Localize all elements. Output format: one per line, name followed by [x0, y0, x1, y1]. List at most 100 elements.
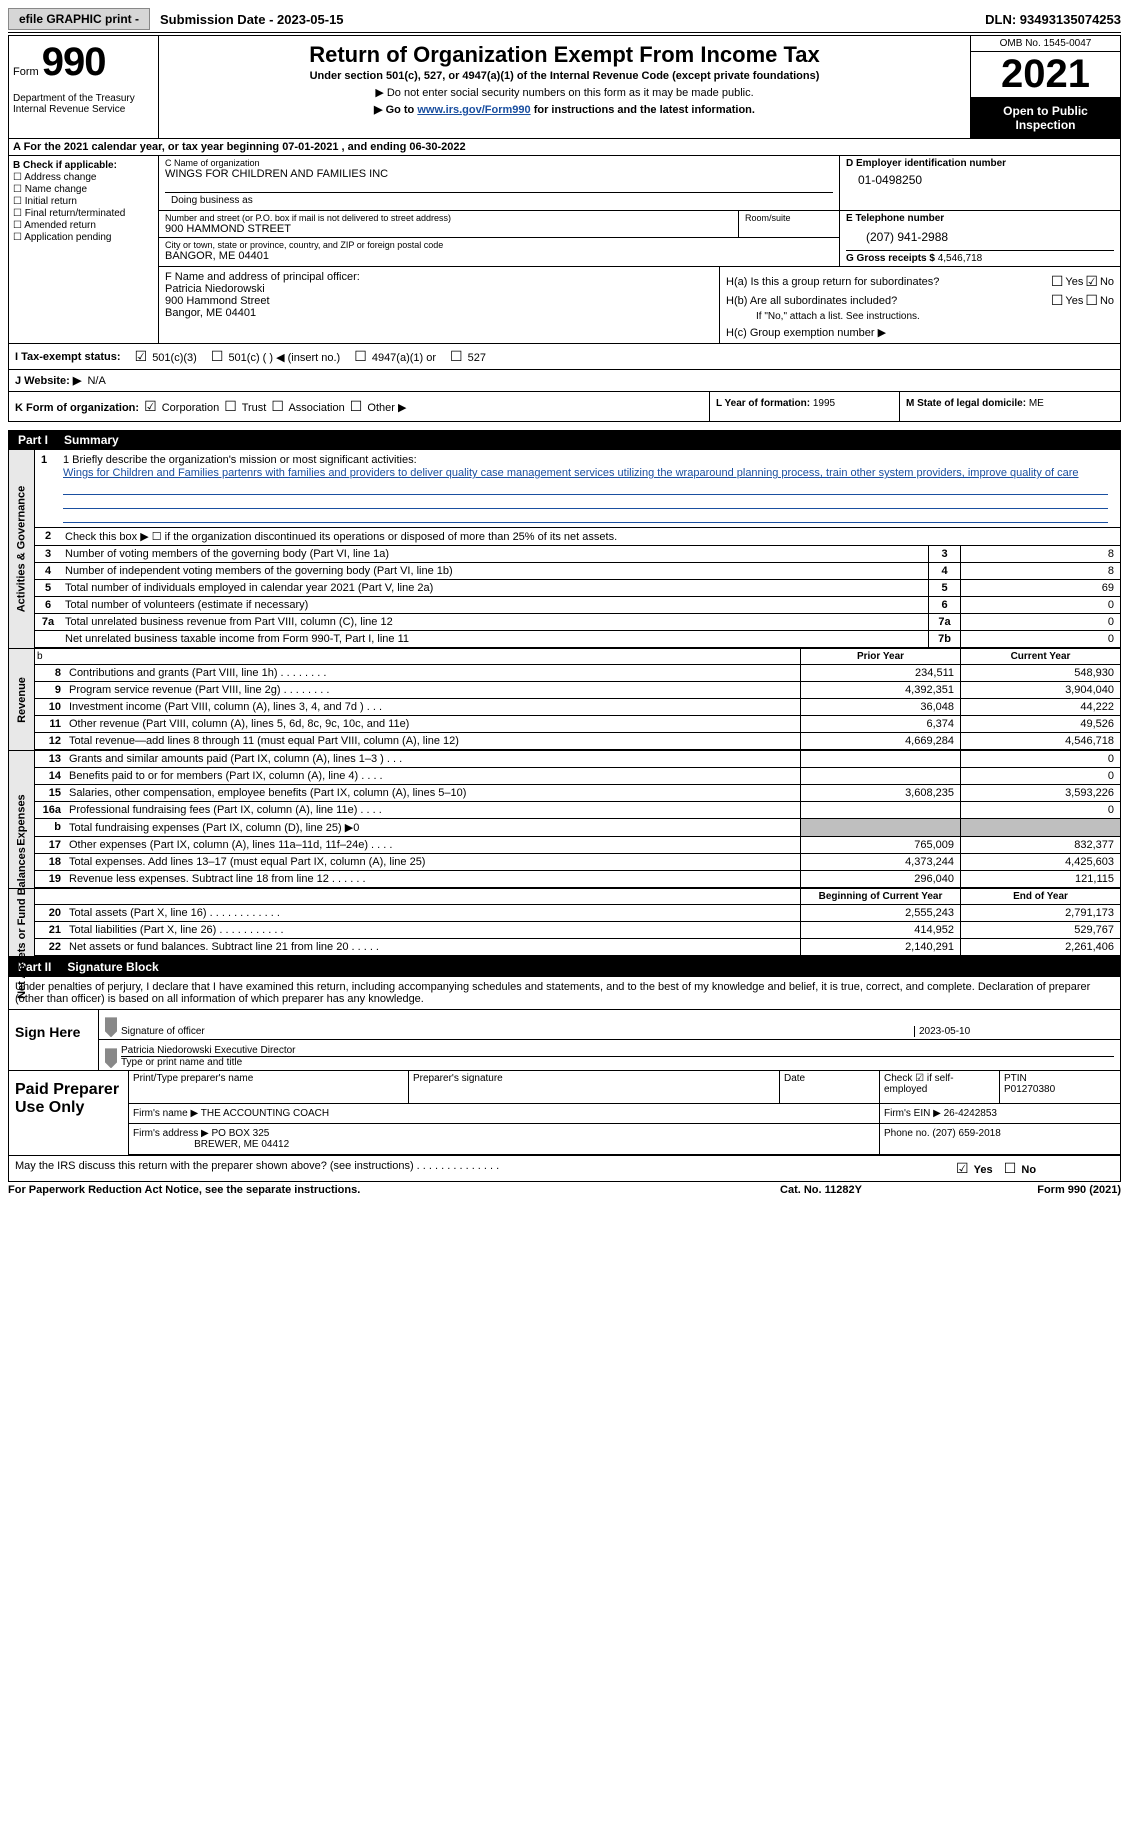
firm-addr: Firm's address ▶ PO BOX 325 BREWER, ME 0… [129, 1124, 880, 1154]
hc: H(c) Group exemption number ▶ [726, 326, 1114, 339]
chk-trust[interactable] [224, 402, 237, 414]
fin-row: 13Grants and similar amounts paid (Part … [35, 751, 1120, 768]
gov-body: 11 Briefly describe the organization's m… [35, 450, 1120, 648]
fin-row: 10Investment income (Part VIII, column (… [35, 699, 1120, 716]
ha-yes[interactable] [1051, 273, 1064, 290]
phone-lbl: E Telephone number [846, 213, 1114, 224]
chk-other[interactable] [350, 402, 363, 414]
summary-gov: Activities & Governance 11 Briefly descr… [8, 450, 1121, 649]
row-a: A For the 2021 calendar year, or tax yea… [8, 139, 1121, 156]
inspection: Open to Public Inspection [971, 98, 1120, 138]
chk-initial[interactable]: Initial return [13, 196, 154, 207]
mission-text: Wings for Children and Families partenrs… [63, 466, 1114, 481]
topbar: efile GRAPHIC print - Submission Date - … [8, 8, 1121, 33]
chk-corp[interactable] [144, 402, 157, 414]
room-lbl: Room/suite [745, 213, 833, 223]
officer-lbl: F Name and address of principal officer: [165, 271, 713, 283]
gov-row: Net unrelated business taxable income fr… [35, 631, 1120, 648]
header-center: Return of Organization Exempt From Incom… [159, 36, 970, 138]
sig-officer-lbl: Signature of officer [121, 1026, 914, 1037]
gov-row: 6Total number of volunteers (estimate if… [35, 597, 1120, 614]
sig-line-1: Signature of officer 2023-05-10 [99, 1010, 1120, 1040]
chk-amended[interactable]: Amended return [13, 220, 154, 231]
chk-527[interactable] [450, 352, 463, 364]
chk-501c[interactable] [211, 352, 224, 364]
prep-row: Paid Preparer Use Only Print/Type prepar… [9, 1070, 1120, 1155]
row-name: C Name of organization WINGS FOR CHILDRE… [159, 156, 1120, 211]
gov-row: 4Number of independent voting members of… [35, 563, 1120, 580]
chk-4947[interactable] [354, 352, 367, 364]
city-lbl: City or town, state or province, country… [165, 240, 833, 250]
header-left: Form 990 Department of the Treasury Inte… [9, 36, 159, 138]
dba-lbl: Doing business as [165, 192, 833, 208]
chk-name[interactable]: Name change [13, 184, 154, 195]
chk-501c3[interactable] [135, 352, 148, 364]
form-title: Return of Organization Exempt From Incom… [165, 42, 964, 68]
officer-name: Patricia Niedorowski [165, 283, 713, 295]
submission-date: Submission Date - 2023-05-15 [160, 12, 344, 27]
ein: 01-0498250 [858, 173, 1114, 187]
chk-pending[interactable]: Application pending [13, 232, 154, 243]
k-box: K Form of organization: Corporation Trus… [9, 392, 710, 421]
fin-row: 22Net assets or fund balances. Subtract … [35, 939, 1120, 956]
addr-right: E Telephone number (207) 941-2988 G Gros… [840, 211, 1120, 266]
ein-lbl: D Employer identification number [846, 158, 1114, 169]
vtab-net: Net Assets or Fund Balances [9, 889, 35, 956]
sig-name-box: Patricia Niedorowski Executive Director … [121, 1045, 1114, 1068]
sig-row: Sign Here Signature of officer 2023-05-1… [9, 1009, 1120, 1070]
irs-link[interactable]: www.irs.gov/Form990 [417, 104, 530, 116]
subtitle-1: Under section 501(c), 527, or 4947(a)(1)… [165, 70, 964, 82]
footer-q: May the IRS discuss this return with the… [8, 1156, 1121, 1182]
chk-address[interactable]: Address change [13, 172, 154, 183]
discuss-no[interactable] [1004, 1164, 1017, 1176]
firm-ein: Firm's EIN ▶ 26-4242853 [880, 1104, 1120, 1123]
col-b: B Check if applicable: Address change Na… [9, 156, 159, 343]
street: 900 HAMMOND STREET [165, 223, 732, 235]
part2-hdr: Part II Signature Block [8, 957, 1121, 977]
gov-row: 3Number of voting members of the governi… [35, 546, 1120, 563]
gov-row: 7aTotal unrelated business revenue from … [35, 614, 1120, 631]
addr-street-row: Number and street (or P.O. box if mail i… [159, 211, 839, 238]
sig-intro: Under penalties of perjury, I declare th… [9, 977, 1120, 1009]
row-tax: I Tax-exempt status: 501(c)(3) 501(c) ( … [8, 344, 1121, 370]
vtab-rev: Revenue [9, 649, 35, 750]
col-b-hdr: B Check if applicable: [13, 160, 154, 171]
officer-city: Bangor, ME 04401 [165, 307, 713, 319]
prep-lbl: Paid Preparer Use Only [9, 1071, 129, 1155]
fin-row: 17Other expenses (Part IX, column (A), l… [35, 837, 1120, 854]
sign-here-lbl: Sign Here [9, 1010, 99, 1070]
ha-line: H(a) Is this a group return for subordin… [726, 273, 1114, 290]
summary-rev: Revenue b Prior Year Current Year 8Contr… [8, 649, 1121, 751]
summary-net: Net Assets or Fund Balances Beginning of… [8, 889, 1121, 957]
prep-r3: Firm's address ▶ PO BOX 325 BREWER, ME 0… [129, 1124, 1120, 1155]
hb-yes[interactable] [1051, 292, 1064, 309]
efile-button[interactable]: efile GRAPHIC print - [8, 8, 150, 30]
chk-assoc[interactable] [271, 402, 284, 414]
m-box: M State of legal domicile: ME [900, 392, 1120, 421]
form-number: 990 [42, 40, 106, 84]
dept: Department of the Treasury Internal Reve… [13, 93, 154, 115]
prep-date-lbl: Date [780, 1071, 880, 1103]
discuss-yes[interactable] [956, 1164, 969, 1176]
row-kl: K Form of organization: Corporation Trus… [8, 392, 1121, 422]
officer-street: 900 Hammond Street [165, 295, 713, 307]
sig-block: Under penalties of perjury, I declare th… [8, 977, 1121, 1156]
chk-final[interactable]: Final return/terminated [13, 208, 154, 219]
addr-left: Number and street (or P.O. box if mail i… [159, 211, 840, 266]
col-cg: C Name of organization WINGS FOR CHILDRE… [159, 156, 1120, 343]
summary-exp: Expenses 13Grants and similar amounts pa… [8, 751, 1121, 889]
sig-line-2: Patricia Niedorowski Executive Director … [99, 1040, 1120, 1070]
firm-name: Firm's name ▶ THE ACCOUNTING COACH [129, 1104, 880, 1123]
ha-no[interactable] [1085, 273, 1098, 290]
bottom: For Paperwork Reduction Act Notice, see … [8, 1182, 1121, 1198]
hb-no[interactable] [1085, 292, 1098, 309]
omb: OMB No. 1545-0047 [971, 36, 1120, 52]
footer-yn: Yes No [954, 1160, 1114, 1177]
fin-row: 16aProfessional fundraising fees (Part I… [35, 802, 1120, 819]
prep-name-lbl: Print/Type preparer's name [129, 1071, 409, 1103]
vtab-gov: Activities & Governance [9, 450, 35, 648]
arrow-icon [105, 1017, 117, 1037]
name-box: C Name of organization WINGS FOR CHILDRE… [159, 156, 840, 210]
firm-phone: Phone no. (207) 659-2018 [880, 1124, 1120, 1154]
fin-hdr: b Prior Year Current Year [35, 649, 1120, 665]
